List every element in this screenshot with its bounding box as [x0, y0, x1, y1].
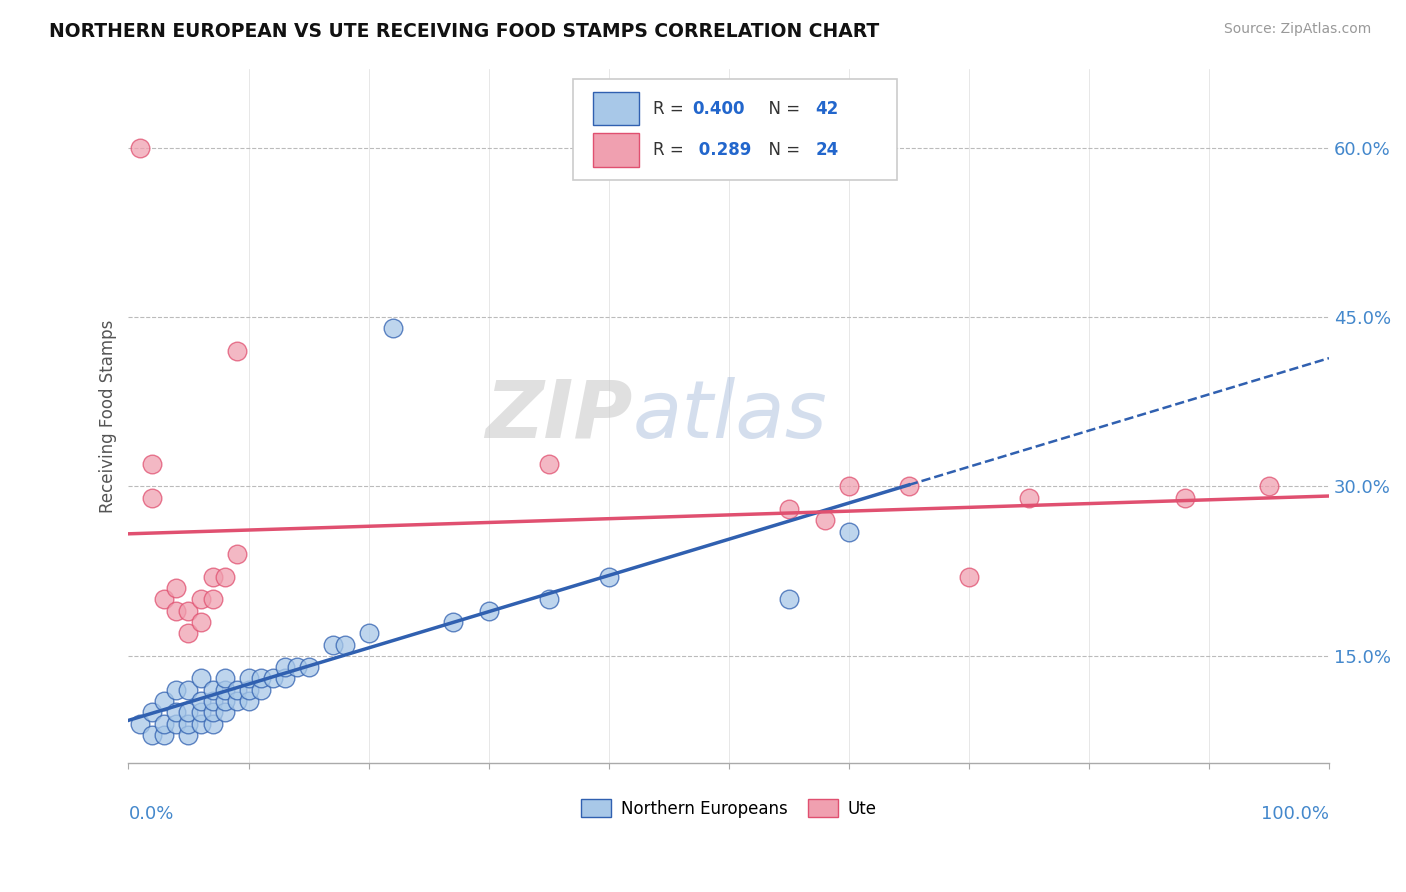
- Text: ZIP: ZIP: [485, 376, 633, 455]
- FancyBboxPatch shape: [593, 133, 638, 167]
- Point: [537, 592, 560, 607]
- Point: [273, 672, 295, 686]
- Text: R =: R =: [654, 141, 689, 159]
- FancyBboxPatch shape: [572, 78, 897, 179]
- Text: 24: 24: [815, 141, 838, 159]
- Point: [778, 592, 800, 607]
- Point: [190, 592, 212, 607]
- Text: 0.0%: 0.0%: [128, 805, 174, 822]
- Point: [201, 682, 224, 697]
- Point: [153, 592, 176, 607]
- Point: [238, 694, 260, 708]
- Point: [201, 694, 224, 708]
- Point: [166, 682, 188, 697]
- Point: [214, 694, 236, 708]
- Point: [153, 728, 176, 742]
- Point: [1174, 491, 1197, 505]
- Point: [141, 706, 163, 720]
- Point: [478, 604, 501, 618]
- Point: [177, 604, 200, 618]
- Point: [129, 716, 152, 731]
- Point: [381, 321, 404, 335]
- Point: [897, 479, 920, 493]
- Text: R =: R =: [654, 100, 689, 118]
- Point: [262, 672, 284, 686]
- Text: NORTHERN EUROPEAN VS UTE RECEIVING FOOD STAMPS CORRELATION CHART: NORTHERN EUROPEAN VS UTE RECEIVING FOOD …: [49, 22, 880, 41]
- Point: [537, 457, 560, 471]
- Text: 42: 42: [815, 100, 838, 118]
- Point: [225, 547, 247, 561]
- Point: [190, 694, 212, 708]
- FancyBboxPatch shape: [593, 92, 638, 126]
- Point: [249, 682, 271, 697]
- Point: [166, 581, 188, 595]
- Point: [249, 672, 271, 686]
- Point: [190, 716, 212, 731]
- Point: [214, 706, 236, 720]
- Point: [201, 716, 224, 731]
- Point: [441, 615, 464, 629]
- Text: N =: N =: [758, 100, 804, 118]
- Point: [322, 638, 344, 652]
- Point: [166, 706, 188, 720]
- Point: [177, 716, 200, 731]
- Point: [238, 672, 260, 686]
- Point: [333, 638, 356, 652]
- Point: [129, 140, 152, 154]
- Point: [357, 626, 380, 640]
- Point: [1018, 491, 1040, 505]
- Point: [214, 672, 236, 686]
- Point: [141, 728, 163, 742]
- Point: [838, 479, 860, 493]
- Point: [225, 694, 247, 708]
- Point: [201, 706, 224, 720]
- Y-axis label: Receiving Food Stamps: Receiving Food Stamps: [100, 319, 117, 513]
- Point: [166, 716, 188, 731]
- Point: [190, 706, 212, 720]
- Text: Source: ZipAtlas.com: Source: ZipAtlas.com: [1223, 22, 1371, 37]
- Point: [778, 502, 800, 516]
- Point: [957, 570, 980, 584]
- Point: [153, 694, 176, 708]
- Point: [214, 570, 236, 584]
- Point: [141, 491, 163, 505]
- Point: [814, 513, 837, 527]
- Point: [190, 615, 212, 629]
- Point: [141, 457, 163, 471]
- Text: 100.0%: 100.0%: [1261, 805, 1329, 822]
- Point: [598, 570, 620, 584]
- Point: [177, 728, 200, 742]
- Point: [297, 660, 319, 674]
- Point: [177, 626, 200, 640]
- Point: [177, 682, 200, 697]
- Point: [166, 604, 188, 618]
- Point: [190, 672, 212, 686]
- Point: [214, 682, 236, 697]
- Point: [273, 660, 295, 674]
- Legend: Northern Europeans, Ute: Northern Europeans, Ute: [574, 793, 883, 824]
- Point: [153, 716, 176, 731]
- Point: [201, 570, 224, 584]
- Point: [225, 343, 247, 358]
- Point: [225, 682, 247, 697]
- Point: [1258, 479, 1281, 493]
- Point: [201, 592, 224, 607]
- Point: [238, 682, 260, 697]
- Text: N =: N =: [758, 141, 804, 159]
- Point: [285, 660, 308, 674]
- Text: 0.289: 0.289: [693, 141, 751, 159]
- Point: [177, 706, 200, 720]
- Point: [838, 524, 860, 539]
- Text: 0.400: 0.400: [693, 100, 745, 118]
- Text: atlas: atlas: [633, 376, 828, 455]
